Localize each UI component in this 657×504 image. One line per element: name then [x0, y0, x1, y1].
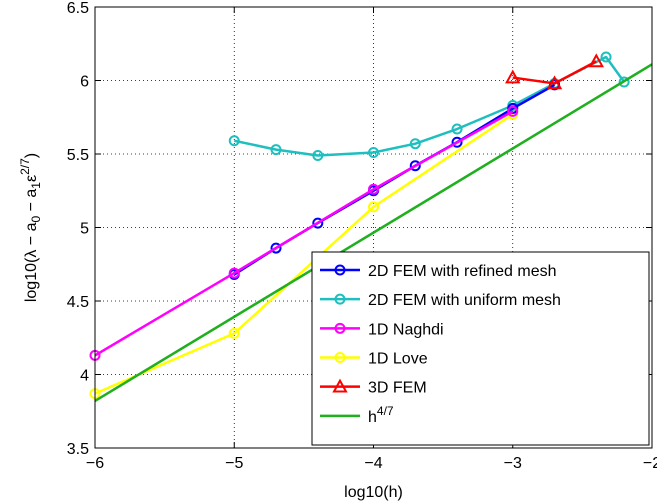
- data-point: [270, 242, 282, 254]
- legend: 2D FEM with refined mesh 2D FEM with unif…: [311, 251, 650, 446]
- data-point: [546, 75, 563, 90]
- data-point: [451, 123, 463, 135]
- data-point: [451, 136, 463, 148]
- label-part: 1D Love: [368, 351, 428, 368]
- label-part: 2/7: [18, 158, 32, 175]
- series-line: [94, 63, 653, 403]
- legend-label: 2D FEM with refined mesh: [368, 263, 557, 280]
- label-part: 1: [29, 182, 43, 189]
- legend-label: 3D FEM: [368, 380, 427, 397]
- label-part: 2D FEM with uniform mesh: [368, 292, 561, 309]
- label-part: 3D FEM: [368, 380, 427, 397]
- legend-item-1d-naghdi: 1D Naghdi: [320, 321, 444, 338]
- data-point: [368, 183, 379, 195]
- y-tick-label: 4.5: [67, 294, 89, 311]
- data-point: [409, 138, 421, 150]
- data-point: [507, 105, 519, 117]
- data-point: [228, 135, 240, 147]
- data-point: [600, 51, 612, 63]
- series-h-4-7: [94, 63, 653, 403]
- label-part: 1D Naghdi: [368, 321, 444, 338]
- series-line: [94, 113, 514, 395]
- x-tick-label: −3: [504, 455, 522, 472]
- legend-marker: [334, 264, 346, 276]
- legend-label: 2D FEM with uniform mesh: [368, 292, 561, 309]
- legend-marker: [334, 322, 346, 334]
- label-part: ): [23, 153, 40, 158]
- label-part: 2D FEM with refined mesh: [368, 263, 557, 280]
- legend-label: 1D Love: [368, 351, 428, 368]
- legend-label: h4/7: [368, 404, 394, 426]
- series-line: [94, 110, 514, 357]
- data-point: [588, 53, 604, 68]
- y-axis-label: log10(λ − a0 − a1ε2/7): [18, 153, 43, 302]
- data-point: [368, 201, 379, 213]
- y-tick-label: 5.5: [67, 147, 89, 164]
- label-part: − a: [23, 189, 40, 216]
- x-axis-label: log10(h): [344, 484, 403, 501]
- label-part: 0: [29, 216, 43, 223]
- legend-item-1d-love: 1D Love: [320, 351, 428, 368]
- plot-series: [89, 51, 653, 403]
- series-line: [512, 60, 597, 85]
- series-2d-fem-with-uniform-mesh: [228, 51, 630, 161]
- data-point: [409, 160, 421, 172]
- legend-item-2d-fem-with-refined-mesh: 2D FEM with refined mesh: [320, 263, 557, 280]
- data-point: [270, 144, 282, 156]
- series-2d-fem-with-refined-mesh: [228, 79, 561, 281]
- data-point: [228, 327, 240, 339]
- legend-marker: [332, 378, 348, 393]
- series-line: [233, 55, 626, 157]
- axis-ticks: −6 −5 −4 −3 −2 3.5 4 4.5 5 5.5 6 6.5: [67, 0, 657, 472]
- x-tick-label: −2: [643, 455, 657, 472]
- label-part: h: [368, 409, 377, 426]
- y-tick-label: 6: [80, 74, 89, 91]
- label-part: 4/7: [377, 404, 394, 418]
- data-point: [228, 267, 240, 279]
- data-point: [505, 69, 521, 84]
- data-point: [618, 76, 630, 88]
- legend-box: [311, 251, 650, 446]
- x-tick-label: −4: [364, 455, 382, 472]
- y-tick-label: 5: [80, 221, 89, 238]
- series-line: [233, 83, 556, 276]
- y-tick-label: 4: [80, 368, 89, 385]
- y-tick-label: 3.5: [67, 441, 89, 458]
- label-part: ε: [23, 175, 40, 182]
- legend-marker: [334, 293, 346, 305]
- data-point: [312, 149, 324, 161]
- data-point: [312, 217, 324, 229]
- y-tick-label: 6.5: [67, 0, 89, 17]
- legend-item-3d-fem: 3D FEM: [320, 378, 427, 397]
- legend-item-2d-fem-with-uniform-mesh: 2D FEM with uniform mesh: [320, 292, 561, 309]
- x-tick-label: −6: [86, 455, 104, 472]
- x-tick-label: −5: [225, 455, 243, 472]
- legend-marker: [334, 352, 346, 363]
- legend-label: 1D Naghdi: [368, 321, 444, 338]
- legend-item-h-4-7: h4/7: [320, 404, 394, 426]
- data-point: [368, 147, 379, 159]
- series-3d-fem: [505, 53, 604, 90]
- label-part: log10(λ − a: [23, 222, 40, 302]
